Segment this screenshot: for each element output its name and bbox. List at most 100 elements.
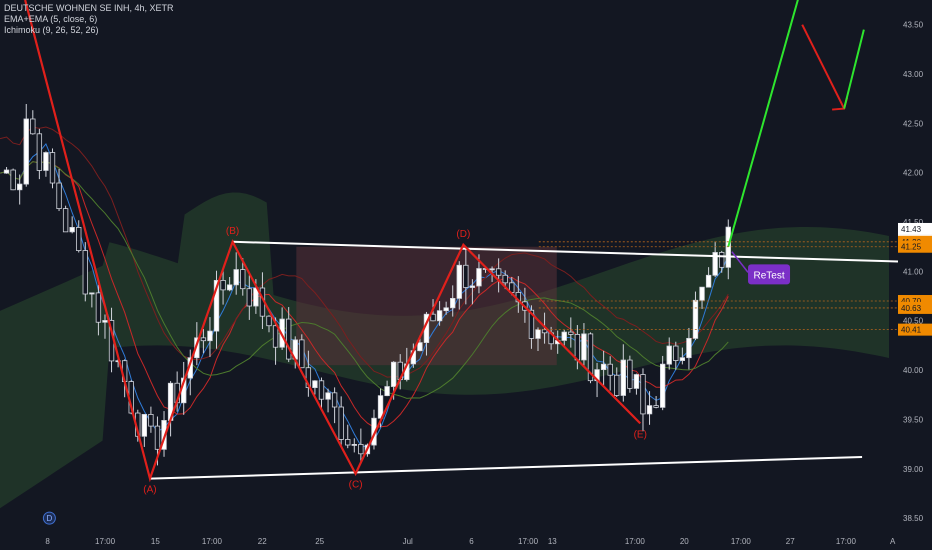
candle-body [384, 386, 390, 397]
candle-body [299, 339, 305, 369]
candle-body [312, 380, 318, 389]
candle-body [3, 169, 10, 174]
wave-label: (D) [456, 229, 470, 240]
retest-label: ReTest [753, 270, 784, 281]
symbol-title: DEUTSCHE WOHNEN SE INH, 4h, XETR [4, 3, 174, 13]
indicator-line [0, 161, 729, 428]
candle-body [699, 286, 705, 301]
price-badge [898, 323, 932, 336]
candle-body [17, 183, 23, 191]
candle-body [495, 268, 502, 276]
candle-body [614, 374, 620, 396]
x-tick-label: 8 [45, 537, 50, 546]
time-axis: 8 17:00 15 17:00 22 25 Jul 6 17:00 13 17:00 20 17:00… [45, 537, 896, 546]
candle-body [673, 345, 679, 361]
candle-body [633, 374, 640, 389]
candle-body [489, 268, 495, 271]
candle-body [390, 361, 397, 387]
candle-body [581, 333, 587, 361]
candle-body [89, 292, 95, 295]
candle-body [351, 444, 357, 446]
y-tick-label: 41.50 [903, 218, 924, 227]
candle-body [325, 392, 331, 400]
y-tick-label: 43.50 [903, 21, 924, 30]
indicator-line [0, 161, 729, 399]
lower-channel-line [149, 455, 863, 480]
x-tick-label: 17:00 [625, 537, 646, 546]
chart-legend: DEUTSCHE WOHNEN SE INH, 4h, XETR EMA+EMA… [4, 3, 174, 36]
candle-body [679, 357, 686, 361]
candle-body [417, 342, 423, 352]
x-tick-label: 15 [151, 537, 160, 546]
candle-body [653, 405, 659, 408]
x-tick-label: 25 [315, 537, 324, 546]
wave-label: (E) [634, 429, 647, 440]
x-tick-label: 13 [548, 537, 557, 546]
candle-body [692, 299, 699, 339]
x-tick-label: A [890, 537, 896, 546]
candle-body [148, 414, 154, 427]
candle-body [141, 414, 148, 437]
y-tick-label: 39.50 [903, 415, 924, 424]
indicator-lines [0, 126, 729, 448]
x-tick-label: 17:00 [518, 537, 539, 546]
candle-body [30, 118, 36, 135]
candle-body [338, 406, 344, 440]
candle-body [95, 292, 102, 323]
candle-body [469, 285, 476, 288]
candle-body [712, 252, 718, 276]
candle-body [36, 133, 43, 171]
candle-body [535, 329, 541, 339]
price-badge-label: 40.70 [901, 297, 922, 306]
candle-body [659, 363, 666, 408]
candle-body [305, 367, 312, 389]
x-tick-label: 17:00 [731, 537, 752, 546]
y-tick-label: 43.00 [903, 70, 924, 79]
candle-body [331, 392, 338, 408]
candle-body [666, 345, 672, 365]
candle-body [226, 284, 233, 291]
candle-body [456, 264, 462, 299]
candle-body [358, 444, 364, 455]
candle-body [686, 337, 692, 359]
wave-label: (B) [226, 226, 239, 237]
indicator-line [0, 126, 729, 378]
price-badge-label: 41.43 [901, 225, 922, 234]
candle-body [705, 274, 712, 288]
wave-label: (C) [349, 480, 363, 491]
candle-body [102, 320, 108, 323]
x-tick-label: Jul [403, 537, 413, 546]
y-tick-label: 41.00 [903, 267, 924, 276]
upper-channel-line [232, 240, 899, 263]
drawings: (A) (B) (C) (D) (E) ReTest D [24, 0, 899, 525]
price-badge [898, 301, 932, 314]
y-tick-label: 42.50 [903, 119, 924, 128]
y-tick-label: 42.00 [903, 169, 924, 178]
retest-badge [748, 264, 791, 285]
projection-up2-line [843, 29, 865, 109]
y-tick-label: 40.50 [903, 317, 924, 326]
candle-body [725, 226, 731, 268]
candle-body [318, 380, 325, 400]
price-badge [898, 240, 932, 253]
candle-body [62, 208, 69, 233]
candle-body [574, 334, 581, 361]
price-axis: 43.50 43.00 42.50 42.00 41.50 41.00 40.50 40.00… [898, 21, 932, 523]
candle-body [719, 252, 725, 268]
candle-body [154, 425, 161, 450]
candle-body [646, 405, 653, 415]
wave-label: (A) [143, 485, 156, 496]
event-marker [42, 511, 56, 525]
candle-body [76, 227, 82, 251]
wave-line [24, 0, 642, 483]
x-tick-label: 20 [680, 537, 689, 546]
x-tick-label: 22 [258, 537, 267, 546]
candle-body [463, 264, 469, 288]
projection-up-line [727, 0, 799, 248]
x-tick-label: 6 [469, 537, 474, 546]
y-tick-label: 38.50 [903, 514, 924, 523]
retest-pointer [731, 251, 749, 273]
candle-body [502, 274, 508, 284]
candle-body [272, 325, 279, 348]
